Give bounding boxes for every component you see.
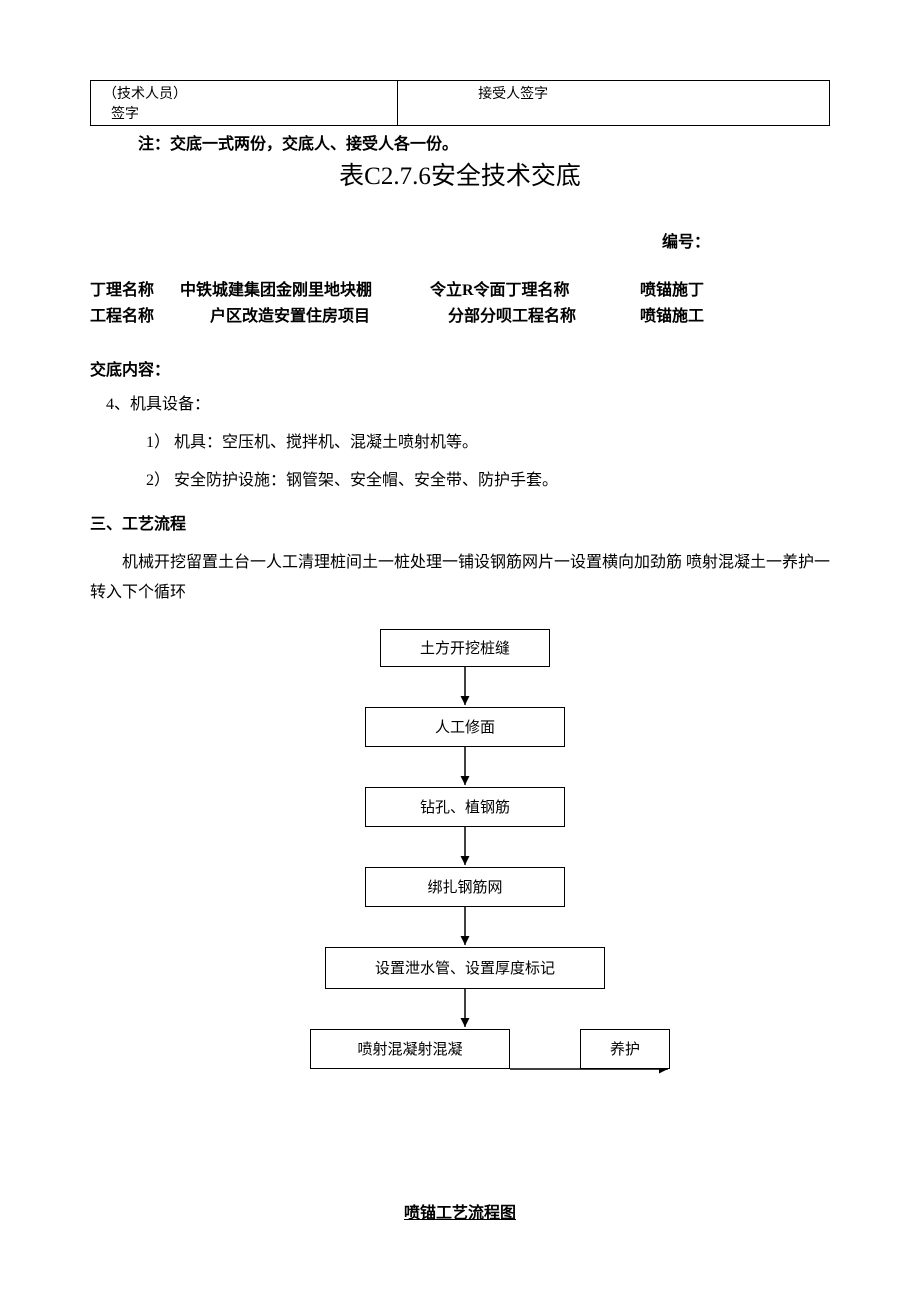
flow-node-n4: 绑扎钢筋网 xyxy=(365,867,565,907)
flow-node-n1: 土方开挖桩缝 xyxy=(380,629,550,667)
proj-r2-val-b: 喷锚施工 xyxy=(600,302,830,326)
flow-node-n6: 喷射混凝射混凝 xyxy=(310,1029,510,1069)
flowchart-caption: 喷锚工艺流程图 xyxy=(90,1199,830,1223)
flow-node-n5: 设置泄水管、设置厚度标记 xyxy=(325,947,605,989)
item-4-1: 1） 机具：空压机、搅拌机、混凝土喷射机等。 xyxy=(90,428,830,452)
proj-r1-label-a: 丁理名称 xyxy=(90,276,180,300)
proj-r2-label-a: 工程名称 xyxy=(90,302,180,326)
note-text: 注：交底一式两份，交底人、接受人各一份。 xyxy=(138,130,830,154)
section-3-paragraph: 机械开挖留置土台一人工清理桩间土一桩处理一铺设钢筋网片一设置横向加劲筋 喷射混凝… xyxy=(90,548,830,609)
section-heading-3: 三、工艺流程 xyxy=(90,510,830,534)
sig-right-text: 接受人签字 xyxy=(478,87,548,102)
flow-node-n3: 钻孔、植钢筋 xyxy=(365,787,565,827)
page-title: 表C2.7.6安全技术交底 xyxy=(90,156,830,192)
proj-r2-val-a: 户区改造安置住房项目 xyxy=(180,302,430,326)
proj-r2-label-b: 分部分呗工程名称 xyxy=(430,302,600,326)
item-4-2: 2） 安全防护设施：钢管架、安全帽、安全带、防护手套。 xyxy=(90,466,830,490)
proj-r1-label-b: 令立R令面丁理名称 xyxy=(430,276,600,300)
sig-left-cell: （技术人员） 签字 xyxy=(91,81,398,126)
project-row-2: 工程名称 户区改造安置住房项目 分部分呗工程名称 喷锚施工 xyxy=(90,302,830,326)
sig-left-line1: （技术人员） xyxy=(103,87,187,102)
proj-r1-val-b: 喷锚施丁 xyxy=(600,276,830,300)
section-heading-content: 交底内容： xyxy=(90,356,830,380)
doc-number-label: 编号： xyxy=(90,228,710,252)
flowchart: 土方开挖桩缝人工修面钻孔、植钢筋绑扎钢筋网设置泄水管、设置厚度标记喷射混凝射混凝… xyxy=(250,629,670,1149)
sig-right-cell: 接受人签字 xyxy=(398,81,830,126)
project-row-1: 丁理名称 中铁城建集团金刚里地块棚 令立R令面丁理名称 喷锚施丁 xyxy=(90,276,830,300)
proj-r1-val-a: 中铁城建集团金刚里地块棚 xyxy=(180,276,430,300)
signature-table: （技术人员） 签字 接受人签字 xyxy=(90,80,830,126)
flow-node-n7: 养护 xyxy=(580,1029,670,1069)
item-4: 4、机具设备： xyxy=(90,390,830,414)
sig-left-line2: 签字 xyxy=(103,107,139,122)
flow-node-n2: 人工修面 xyxy=(365,707,565,747)
